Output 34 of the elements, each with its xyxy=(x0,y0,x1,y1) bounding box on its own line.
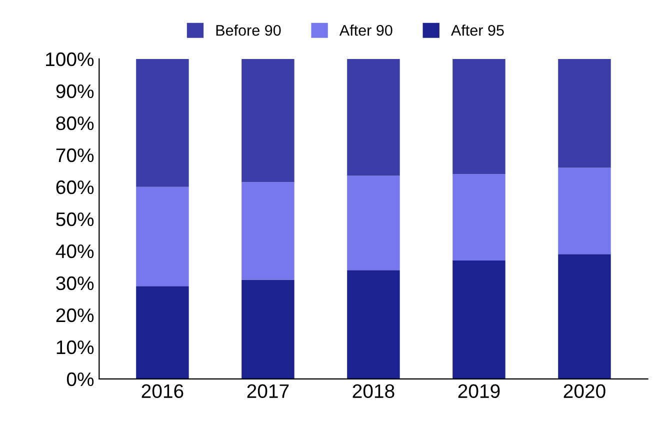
bar xyxy=(452,174,506,261)
bar xyxy=(136,186,189,286)
bar xyxy=(242,280,294,379)
y-tick-label: 50% xyxy=(56,212,94,226)
y-tick-label: 100% xyxy=(46,52,94,66)
y-tick-label: 30% xyxy=(56,276,94,290)
bar xyxy=(558,254,611,379)
bar xyxy=(136,58,189,187)
y-tick-label: 80% xyxy=(56,116,94,130)
y-tick-label: 60% xyxy=(56,180,94,194)
legend-label: Before 90 xyxy=(216,24,281,36)
bar xyxy=(558,168,611,254)
y-tick-label: 40% xyxy=(56,244,94,258)
y-tick-label: 70% xyxy=(56,148,94,162)
bar xyxy=(347,176,400,270)
bar xyxy=(347,58,400,176)
y-tick-label: 20% xyxy=(56,308,94,322)
y-tick-label: 90% xyxy=(56,84,94,98)
x-tick-label: 2018 xyxy=(352,384,394,398)
legend-label: After 95 xyxy=(450,24,504,36)
x-tick-label: 2020 xyxy=(564,384,606,398)
x-tick-label: 2019 xyxy=(458,384,500,398)
y-tick-label: 0% xyxy=(66,372,94,386)
bar xyxy=(452,58,506,174)
bar xyxy=(136,286,189,379)
bar xyxy=(558,58,611,168)
legend-label: After 90 xyxy=(339,24,392,36)
x-tick-label: 2017 xyxy=(247,384,289,398)
bar xyxy=(452,260,506,379)
bar xyxy=(242,58,294,182)
bar xyxy=(347,270,400,379)
bar xyxy=(242,182,294,280)
y-tick-label: 10% xyxy=(56,340,94,354)
x-tick-label: 2016 xyxy=(142,384,184,398)
